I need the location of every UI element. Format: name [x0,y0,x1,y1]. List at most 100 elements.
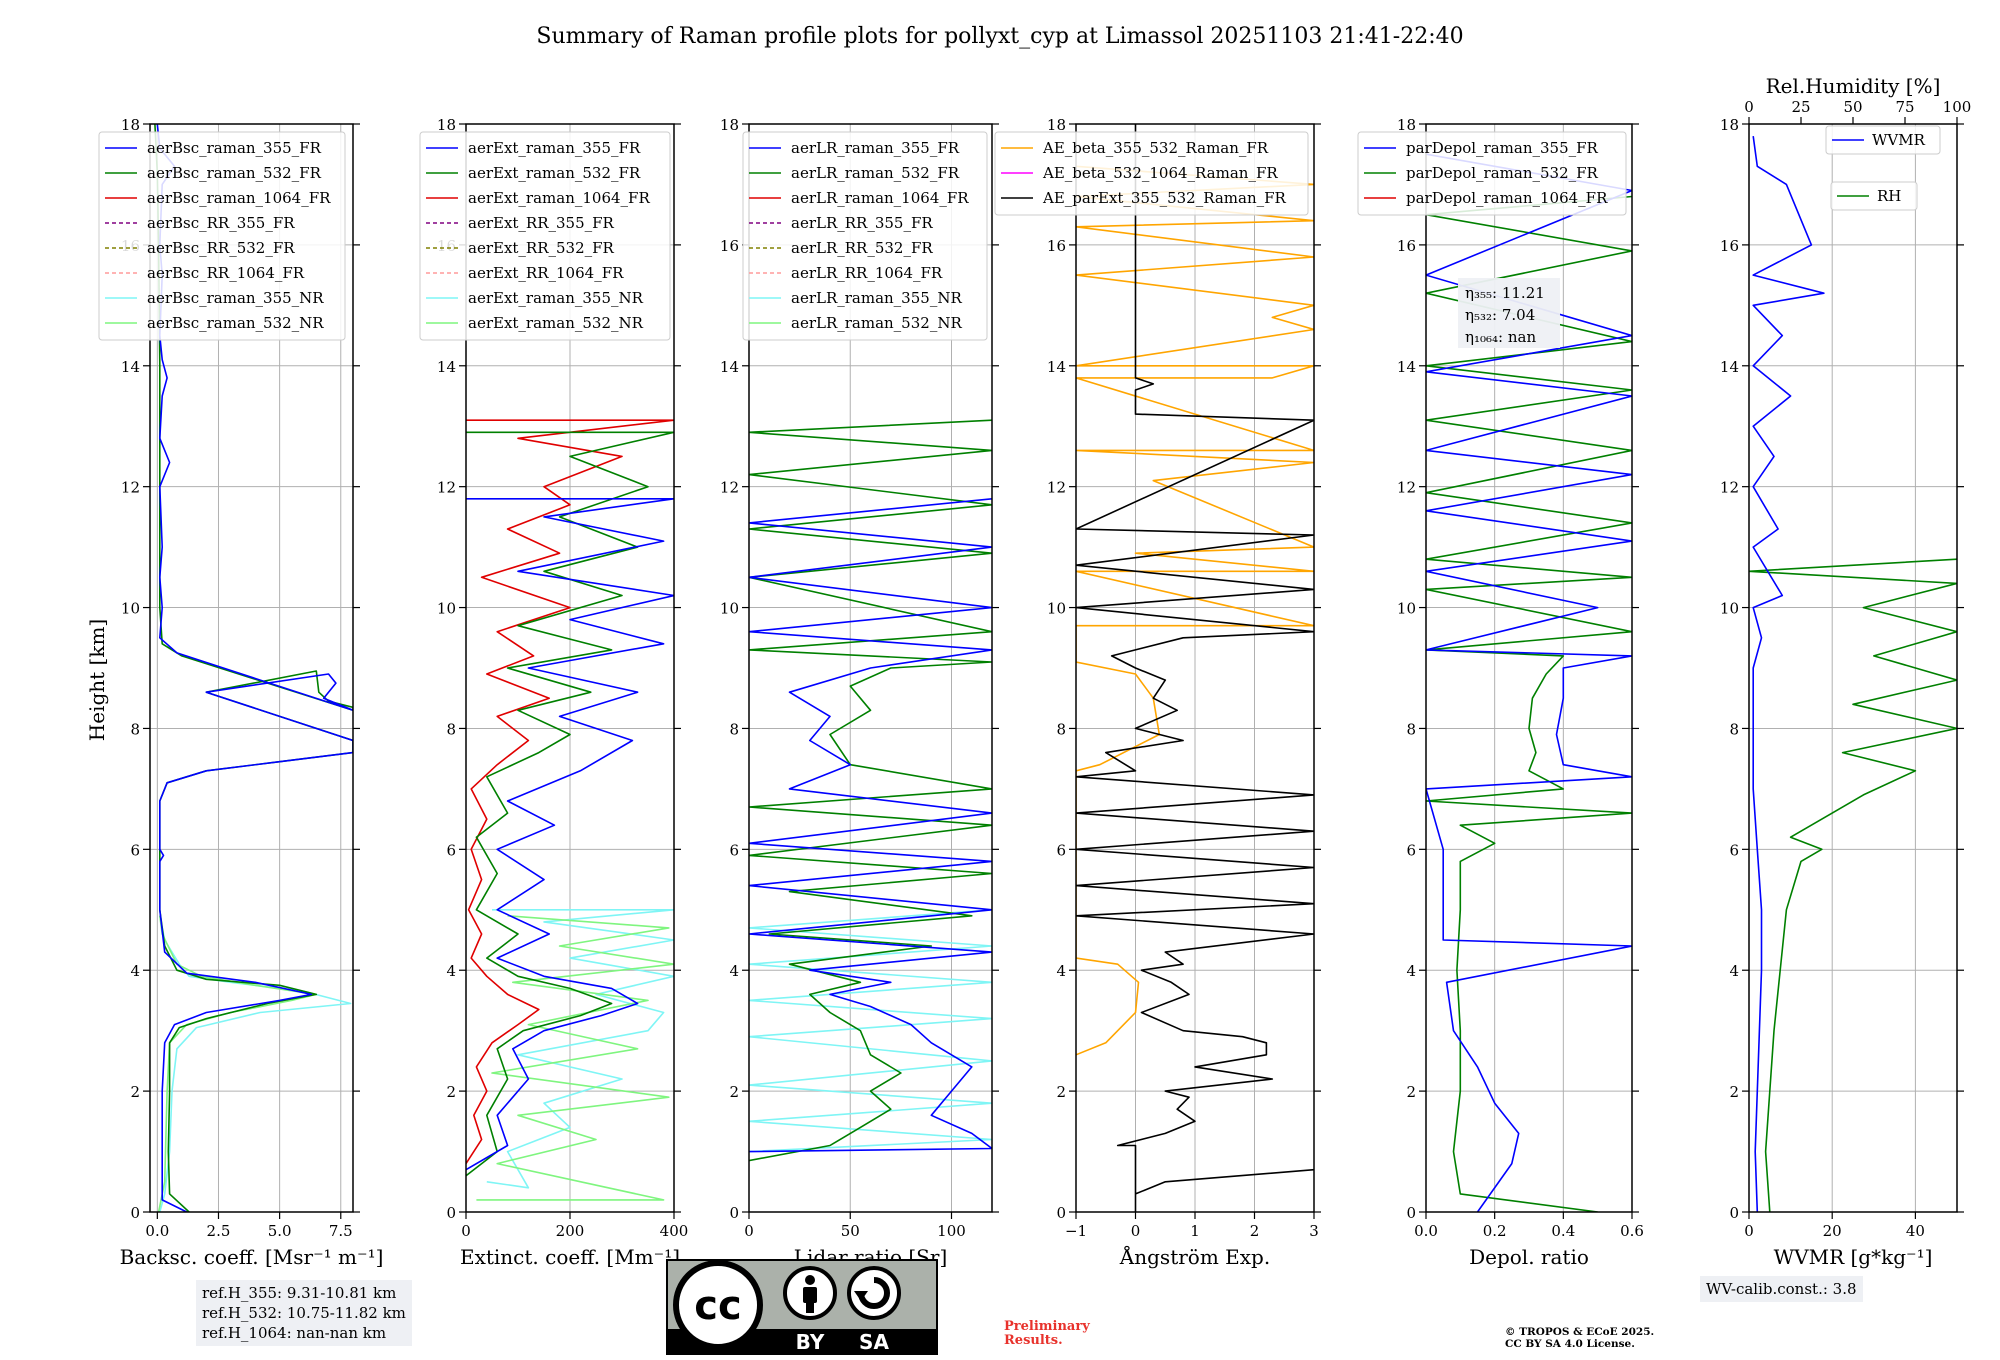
x-tick-label: 400 [660,1222,689,1240]
top-tick-label: 0 [1744,98,1754,116]
legend-box [1830,181,1918,211]
axes-frame [1075,123,1315,1213]
series-aerExt_raman_355_FR [466,497,674,1171]
legend-box [1825,125,1941,155]
x-tick-label: 0.6 [1620,1222,1644,1240]
y-tick-label: 14 [720,358,739,376]
figure-title: Summary of Raman profile plots for polly… [536,24,1463,49]
legend-entry: aerBsc_raman_532_NR [147,314,324,332]
ref-height-532: ref.H_532: 10.75-11.82 km [202,1304,406,1322]
y-tick-label: 4 [446,962,456,980]
legend-rh: RH [1830,181,1918,211]
legend-entry: aerBsc_raman_355_NR [147,289,324,307]
legend-depolarization: parDepol_raman_355_FR parDepol_raman_532_… [1357,131,1627,216]
legend-entry: aerLR_RR_1064_FR [791,264,943,282]
legend-entry: aerBsc_raman_532_FR [147,164,322,182]
copyright-line-1: © TROPOS & ECoE 2025. [1505,1326,1655,1338]
y-tick-label: 8 [130,720,140,738]
legend-entry: aerLR_raman_1064_FR [791,189,969,207]
series-aerLR_raman_355_FR [749,498,992,1153]
x-tick-label: 2.5 [207,1222,231,1240]
y-tick-label: 2 [1729,1083,1739,1101]
y-tick-label: 12 [121,479,140,497]
x-tick-label: 50 [841,1222,860,1240]
y-tick-label: 8 [1406,720,1416,738]
cc-icon [673,1260,763,1350]
y-tick-label: 4 [1729,962,1739,980]
reference-height-box: ref.H_355: 9.31-10.81 km ref.H_532: 10.7… [196,1280,412,1346]
series-aerExt_raman_355_NR [486,908,674,1189]
axes-frame [1748,123,1958,1213]
y-tick-label: 8 [1056,720,1066,738]
x-tick-label: 200 [556,1222,585,1240]
y-tick-label: 2 [1406,1083,1416,1101]
legend-entry: aerLR_raman_355_NR [791,289,962,307]
legend-entry: WVMR [1872,131,1926,149]
y-tick-label: 6 [729,841,739,859]
legend-entry: aerLR_raman_355_FR [791,139,960,157]
y-tick-label: 4 [1056,962,1066,980]
y-tick-label: 14 [1397,358,1416,376]
legend-angstrom: AE_beta_355_532_Raman_FR AE_beta_532_1064… [994,131,1309,216]
series-aerLR_raman_355_NR [749,909,992,1153]
legend-entry: parDepol_raman_532_FR [1406,164,1599,182]
y-tick-label: 12 [720,479,739,497]
series-group [749,419,992,1162]
top-tick-label: 75 [1895,98,1914,116]
legend-entry: RH [1877,187,1901,205]
legend-entry: aerExt_RR_1064_FR [468,264,624,282]
y-tick-label: 4 [729,962,739,980]
y-tick-label: 0 [1056,1204,1066,1222]
cc-logo-text: cc [694,1283,741,1329]
y-tick-label: 0 [729,1204,739,1222]
series-parDepol_raman_532_FR [1426,195,1632,1212]
legend-entry: aerExt_raman_355_FR [468,139,641,157]
eta-box [1458,278,1560,348]
x-tick-label: 0.0 [1414,1222,1438,1240]
x-axis-label: WVMR [g*kg⁻¹] [1774,1245,1933,1269]
sa-arrow [854,1291,868,1301]
series-aerBsc_raman_532_NR [157,915,318,1212]
series-group [1426,153,1632,1212]
x-tick-label: 0 [1131,1222,1141,1240]
y-tick-label: 0 [130,1204,140,1222]
x-axis-label: Backsc. coeff. [Msr⁻¹ m⁻¹] [120,1245,384,1269]
ref-height-1064: ref.H_1064: nan-nan km [202,1324,387,1342]
y-tick-label: 6 [1056,841,1066,859]
x-tick-label: 40 [1906,1222,1925,1240]
series-AE_beta_355_532_Raman_FR [1076,165,1314,1056]
legend-entry: aerBsc_raman_355_FR [147,139,322,157]
legend-box [1357,131,1627,216]
top-tick-label: 25 [1791,98,1810,116]
axes-frame [149,123,354,1213]
legend-entry: aerLR_RR_532_FR [791,239,933,257]
series-AE_parExt_355_532_Raman_FR [1076,124,1314,1212]
legend-lidar_ratio: aerLR_raman_355_FR aerLR_raman_532_FR aerL… [742,131,988,341]
legend-entry: AE_beta_355_532_Raman_FR [1042,139,1269,157]
y-tick-label: 6 [1729,841,1739,859]
x-tick-label: 20 [1823,1222,1842,1240]
y-tick-label: 16 [1720,237,1739,255]
legend-extinction: aerExt_raman_355_FR aerExt_raman_532_FRae… [419,131,671,341]
x-axis-label: Ångström Exp. [1119,1244,1270,1269]
y-tick-label: 14 [437,358,456,376]
axes-frame [465,123,675,1213]
series-group [1076,124,1314,1212]
panel-wvmr: 0 2 4 6 8 10 12 14 16 18 0 20 40 WVMR [g*kg⁻¹] WVMR RH [1720,116,1964,1269]
panel-extinction: 0246810121416180200400Extinct. coeff. [M… [419,116,689,1269]
series-aerBsc_raman_355_NR [159,915,352,1212]
y-tick-label: 18 [437,116,456,134]
legend-entry: aerLR_raman_532_NR [791,314,962,332]
panel-depolarization: 0 2 4 6 8 10 12 14 16 18 0.0 0.2 0.4 0.6 Depol. ratio p… [1357,116,1644,1269]
y-tick-label: 14 [121,358,140,376]
wv-calib-text: WV-calib.const.: 3.8 [1706,1280,1857,1298]
cc-by-sa-badge: cc BY SA [666,1259,938,1355]
legend-entry: aerExt_RR_532_FR [468,239,615,257]
y-tick-label: 18 [720,116,739,134]
legend-entry: aerBsc_RR_1064_FR [147,264,305,282]
x-tick-label: 0 [1744,1222,1754,1240]
legend-box [419,131,671,341]
